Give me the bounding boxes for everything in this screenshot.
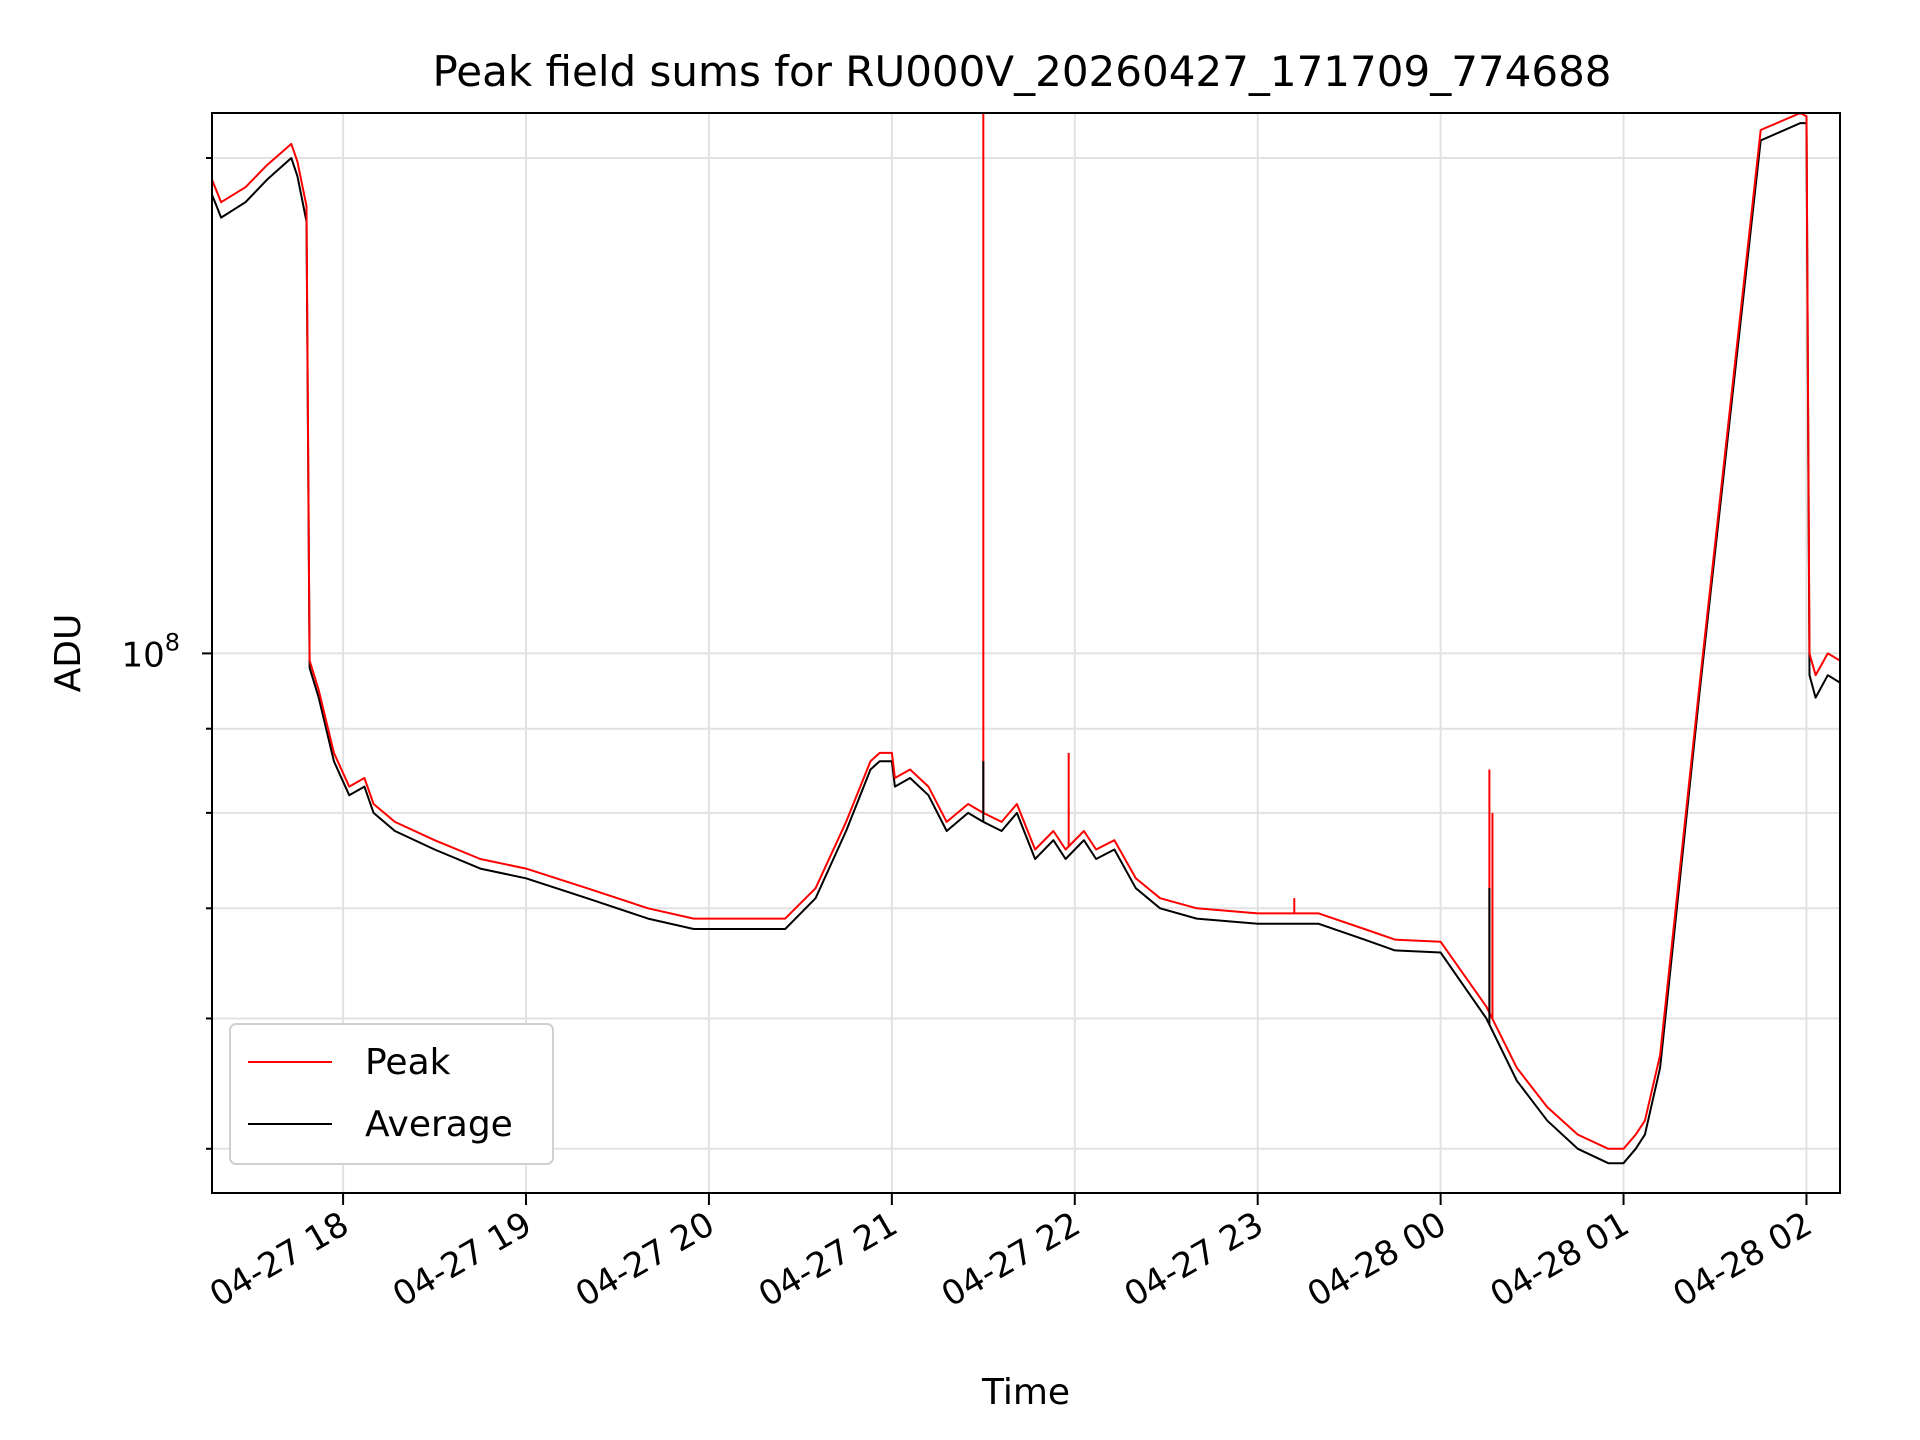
series-lines xyxy=(211,112,1841,1165)
y-tick-label: 108 xyxy=(121,628,180,675)
legend-box xyxy=(229,1023,554,1165)
series-line-average xyxy=(211,122,1841,1165)
y-axis-label: ADU xyxy=(48,614,89,693)
legend-label-peak: Peak xyxy=(365,1042,451,1083)
chart-title: Peak field sums for RU000V_20260427_1717… xyxy=(432,47,1611,96)
legend-label-average: Average xyxy=(365,1104,513,1145)
x-axis-label: Time xyxy=(981,1372,1070,1413)
legend: Peak Average xyxy=(229,1023,554,1165)
grid xyxy=(212,113,1840,1193)
plot-frame xyxy=(211,112,1841,1194)
